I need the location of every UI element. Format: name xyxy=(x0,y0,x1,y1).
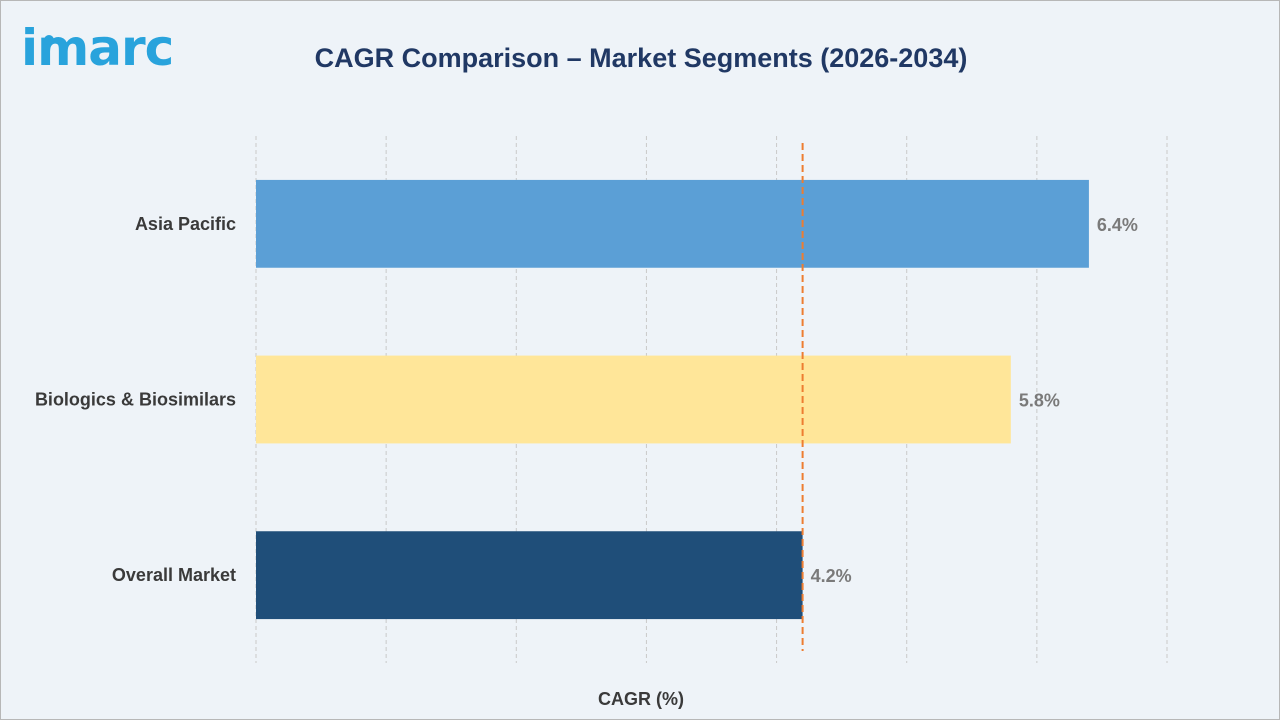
bars-group xyxy=(256,179,1089,620)
category-label-2: Overall Market xyxy=(112,565,236,585)
value-label-1: 5.8% xyxy=(1019,391,1060,411)
category-label-0: Asia Pacific xyxy=(135,214,236,234)
bar-1 xyxy=(256,355,1011,444)
value-label-2: 4.2% xyxy=(811,566,852,586)
x-axis-title: CAGR (%) xyxy=(598,689,684,709)
category-label-1: Biologics & Biosimilars xyxy=(35,390,236,410)
value-label-0: 6.4% xyxy=(1097,215,1138,235)
imarc-logo: imarc xyxy=(21,23,174,73)
labels-group: Asia Pacific 6.4% Biologics & Biosimilars 5… xyxy=(35,214,1138,586)
bar-0 xyxy=(256,179,1089,268)
bar-2 xyxy=(256,531,803,620)
logo-dot xyxy=(44,35,54,45)
chart-title: CAGR Comparison – Market Segments (2026-… xyxy=(314,43,968,73)
logo-text: imarc xyxy=(21,19,174,77)
